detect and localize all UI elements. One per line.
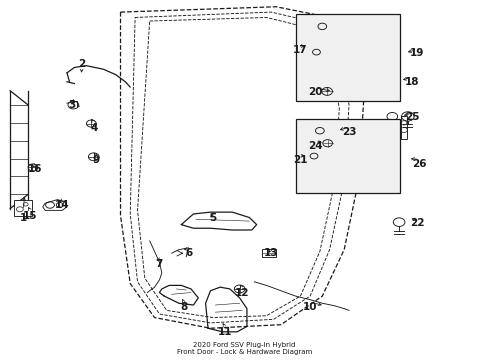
Text: 1: 1: [20, 212, 27, 222]
Text: 25: 25: [404, 112, 419, 122]
Text: 17: 17: [292, 45, 307, 55]
Text: 12: 12: [234, 288, 249, 297]
Text: 11: 11: [217, 327, 232, 337]
Text: 22: 22: [409, 218, 424, 228]
Text: 13: 13: [264, 248, 278, 258]
Text: 2: 2: [78, 59, 85, 69]
Text: 8: 8: [180, 302, 187, 312]
Text: 20: 20: [307, 87, 322, 98]
Text: 4: 4: [90, 123, 97, 133]
Text: 15: 15: [23, 211, 38, 221]
Text: 10: 10: [302, 302, 317, 312]
Bar: [261, 249, 276, 257]
Text: 6: 6: [184, 248, 192, 258]
Bar: [295, 119, 399, 193]
Bar: [295, 14, 399, 102]
Text: 24: 24: [307, 141, 322, 151]
Text: 18: 18: [404, 77, 419, 87]
Text: 19: 19: [409, 48, 424, 58]
Text: 9: 9: [92, 156, 100, 165]
Text: 23: 23: [341, 127, 356, 137]
Polygon shape: [42, 200, 67, 210]
Text: 14: 14: [55, 200, 69, 210]
Text: 21: 21: [293, 156, 307, 165]
Bar: [400, 116, 406, 139]
Text: 5: 5: [209, 212, 216, 222]
Text: 7: 7: [155, 259, 163, 269]
Text: 26: 26: [411, 159, 426, 169]
Text: 2020 Ford SSV Plug-In Hybrid
Front Door - Lock & Hardware Diagram: 2020 Ford SSV Plug-In Hybrid Front Door …: [177, 342, 311, 355]
Bar: [14, 200, 32, 216]
Text: 3: 3: [68, 100, 75, 110]
Text: 16: 16: [28, 164, 42, 174]
